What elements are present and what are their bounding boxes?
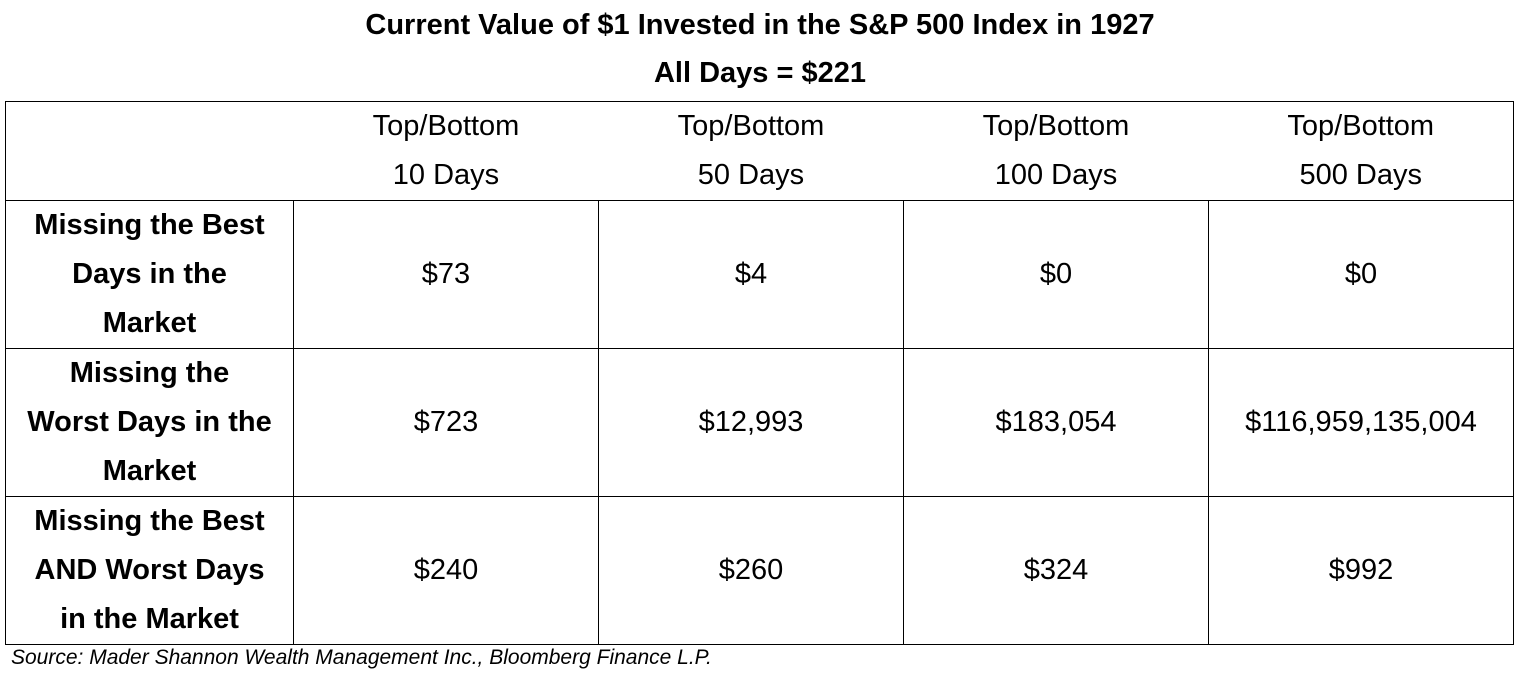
table-cell-value: $0 [903,200,1209,349]
column-header-line: 10 Days [392,159,500,191]
row-label-line: AND Worst Days [34,554,265,586]
table-header-row: Top/Bottom 10 Days Top/Bottom 50 Days To… [5,101,1514,201]
chart-subtitle: All Days = $221 [653,57,866,89]
column-header-line: 500 Days [1299,159,1422,191]
column-header-500-days: Top/Bottom 500 Days [1208,101,1514,201]
table-cell-value: $4 [598,200,904,349]
row-label: Missing the Best AND Worst Days in the M… [5,496,294,645]
column-header-50-days: Top/Bottom 50 Days [598,101,904,201]
table-cell-value: $73 [293,200,599,349]
source-note: Source: Mader Shannon Wealth Management … [11,646,712,669]
row-label-line: Missing the Best [34,209,265,241]
column-header-line: Top/Bottom [677,110,825,142]
table-cell-value: $183,054 [903,348,1209,497]
column-header-10-days: Top/Bottom 10 Days [293,101,599,201]
row-label-line: Market [102,455,197,487]
column-header-100-days: Top/Bottom 100 Days [903,101,1209,201]
table-row-missing-worst: Missing the Worst Days in the Market $72… [5,348,1514,497]
header-empty-cell [5,101,294,201]
row-label-line: Days in the [72,258,227,290]
chart-title: Current Value of $1 Invested in the S&P … [365,9,1155,41]
table-cell-value: $12,993 [598,348,904,497]
column-header-line: 100 Days [994,159,1118,191]
table-cell-value: $723 [293,348,599,497]
table-cell-value: $116,959,135,004 [1208,348,1514,497]
title-block: Current Value of $1 Invested in the S&P … [0,0,1520,101]
row-label: Missing the Best Days in the Market [5,200,294,349]
column-header-line: Top/Bottom [372,110,520,142]
column-header-line: 50 Days [697,159,805,191]
row-label-line: Market [102,307,197,339]
table-row-missing-best: Missing the Best Days in the Market $73 … [5,200,1514,349]
row-label: Missing the Worst Days in the Market [5,348,294,497]
row-label-line: Missing the [69,357,230,389]
column-header-line: Top/Bottom [982,110,1130,142]
table-cell-value: $0 [1208,200,1514,349]
row-label-line: in the Market [60,603,239,635]
column-header-line: Top/Bottom [1287,110,1435,142]
table-cell-value: $240 [293,496,599,645]
table-cell-value: $260 [598,496,904,645]
table-row-missing-best-and-worst: Missing the Best AND Worst Days in the M… [5,496,1514,645]
returns-table: Top/Bottom 10 Days Top/Bottom 50 Days To… [5,101,1514,645]
row-label-line: Missing the Best [34,505,265,537]
row-label-line: Worst Days in the [27,406,272,438]
table-cell-value: $324 [903,496,1209,645]
table-cell-value: $992 [1208,496,1514,645]
